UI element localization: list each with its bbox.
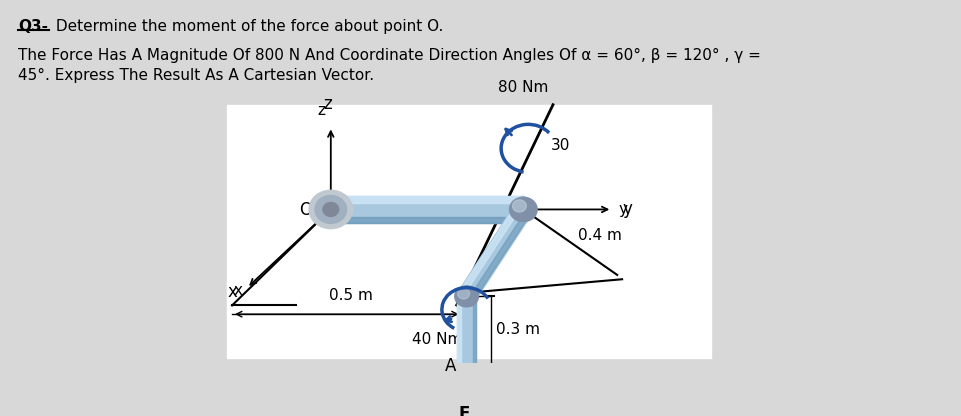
Text: 30: 30 [551,138,571,153]
Text: Determine the moment of the force about point O.: Determine the moment of the force about … [51,19,444,34]
Circle shape [455,286,479,307]
Text: 80 Nm: 80 Nm [498,79,549,94]
Text: F: F [458,404,470,416]
Text: y: y [622,200,632,218]
Text: O: O [299,201,312,219]
Text: 0.4 m: 0.4 m [578,228,622,243]
Text: 0.3 m: 0.3 m [496,322,540,337]
Text: 0.5 m: 0.5 m [329,288,373,303]
Text: y: y [618,202,628,217]
Ellipse shape [518,196,529,223]
Polygon shape [459,206,521,295]
Circle shape [315,196,347,223]
Bar [331,196,524,203]
Text: x: x [234,283,242,298]
Bar [456,296,477,366]
Circle shape [509,197,537,222]
Text: 45°. Express The Result As A Cartesian Vector.: 45°. Express The Result As A Cartesian V… [17,68,374,83]
Ellipse shape [326,196,335,223]
Bar [456,296,460,366]
Polygon shape [469,211,531,300]
Bar [447,366,486,371]
Bar [473,296,477,366]
Bar [331,217,524,223]
Circle shape [309,190,353,229]
Text: Q3-: Q3- [17,19,48,34]
Text: x: x [227,283,237,301]
Circle shape [512,200,527,212]
Polygon shape [458,205,531,301]
Text: z: z [317,103,325,118]
Text: 40 Nm: 40 Nm [411,332,462,347]
Text: A: A [445,357,456,375]
Circle shape [323,203,338,216]
Bar [227,105,711,358]
Text: The Force Has A Magnitude Of 800 N And Coordinate Direction Angles Of α = 60°, β: The Force Has A Magnitude Of 800 N And C… [17,48,761,63]
Circle shape [457,289,470,299]
Bar [331,196,524,223]
Text: z: z [323,95,332,113]
